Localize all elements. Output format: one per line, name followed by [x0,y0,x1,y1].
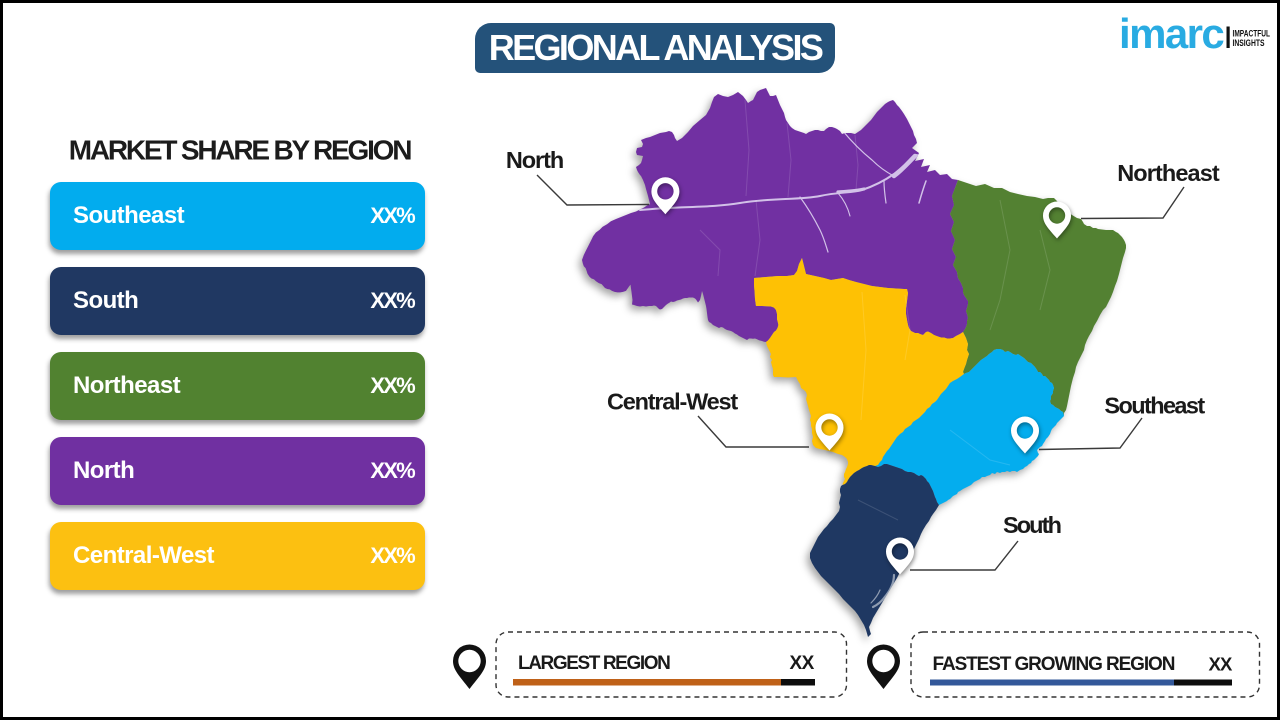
svg-text:INSIGHTS: INSIGHTS [1233,38,1265,48]
svg-text:XX: XX [1209,654,1234,675]
svg-text:XX: XX [790,653,815,674]
svg-text:North: North [506,147,563,173]
svg-text:Northeast: Northeast [1117,160,1220,186]
svg-text:MARKET SHARE BY REGION: MARKET SHARE BY REGION [69,135,412,166]
svg-text:FASTEST GROWING REGION: FASTEST GROWING REGION [933,654,1175,675]
svg-text:imarc: imarc [1119,10,1224,57]
svg-text:IMPACTFUL: IMPACTFUL [1233,29,1271,39]
svg-text:Central-West: Central-West [607,389,738,415]
svg-text:LARGEST REGION: LARGEST REGION [518,653,670,674]
svg-text:South: South [1003,512,1061,538]
svg-text:Southeast: Southeast [1104,393,1205,419]
